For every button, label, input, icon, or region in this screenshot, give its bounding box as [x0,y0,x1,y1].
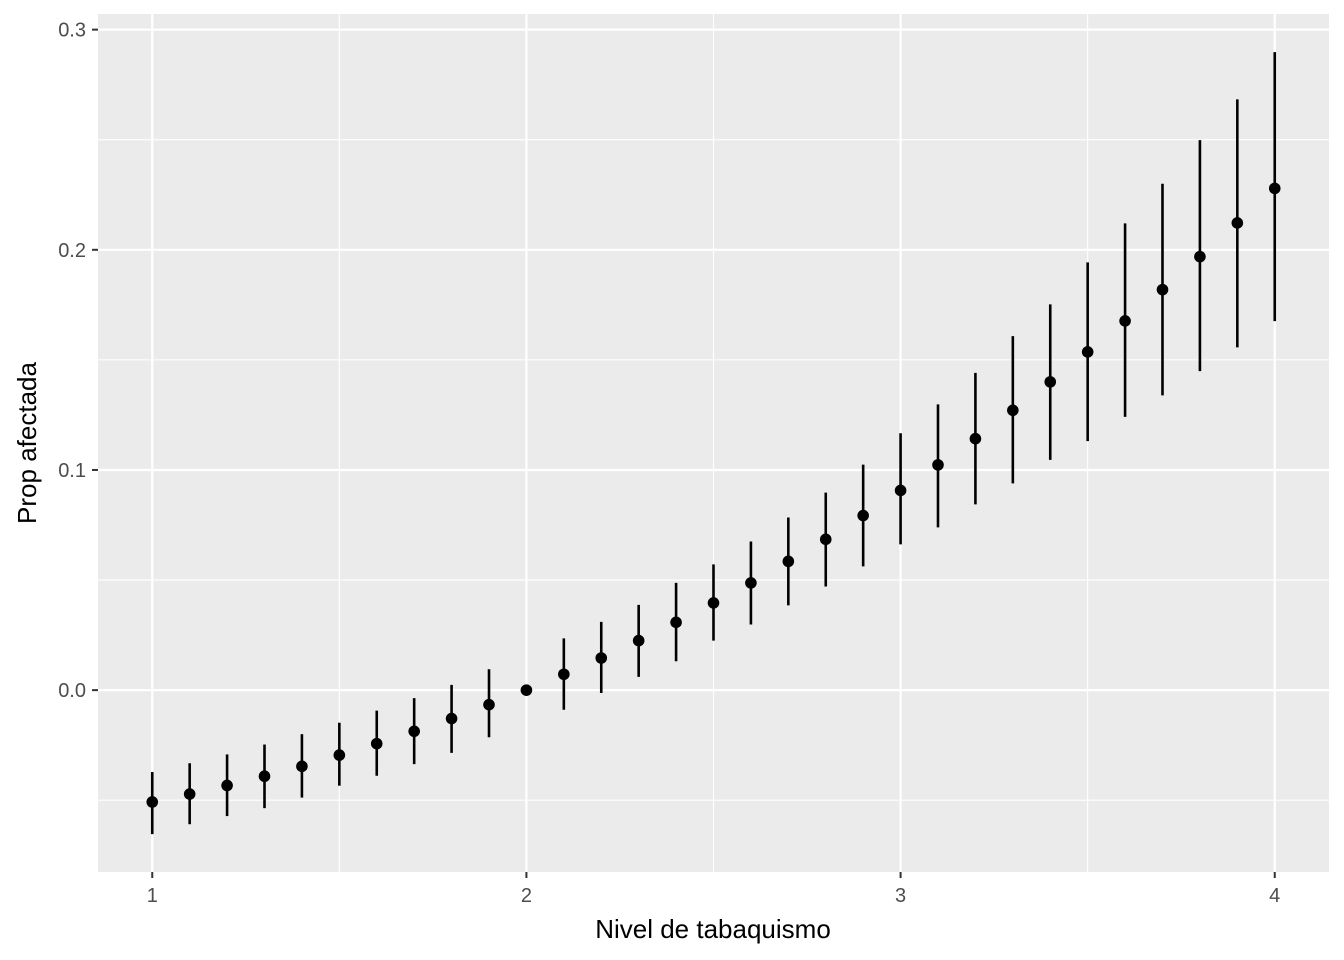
x-tick-label: 1 [147,885,158,907]
data-point [1007,404,1019,417]
x-tick-label: 2 [521,885,532,907]
data-point [520,684,533,696]
y-tick-label: 0.3 [58,20,86,42]
x-tick-label: 3 [895,885,906,907]
data-point [632,634,645,647]
data-point [1044,376,1057,388]
axes: 1 2 3 4 0.0 0.1 0.2 0.3 [58,20,1280,907]
data-point [1268,182,1281,195]
x-axis-title: Nivel de tabaquismo [595,914,831,944]
data-point [782,555,795,568]
data-marks [146,52,1281,835]
data-point [183,788,196,800]
data-point [408,725,420,738]
x-tick-label: 4 [1269,885,1280,907]
y-tick-label: 0.0 [58,680,86,702]
data-point [932,459,944,471]
data-point [969,432,982,445]
y-tick-label: 0.1 [58,460,86,482]
data-point [595,652,608,664]
data-point [894,484,907,497]
data-point [857,509,869,522]
data-point [1231,217,1244,229]
data-point [370,737,383,750]
data-point [296,760,308,773]
data-point [1119,315,1131,327]
data-point [707,597,720,609]
data-point [258,770,271,783]
y-tick-label: 0.2 [58,240,86,262]
data-point [670,616,682,629]
data-point [558,668,570,681]
data-point [1081,346,1094,358]
data-point [445,712,458,725]
data-point [221,779,233,792]
data-point [1194,250,1206,263]
data-point [1156,283,1169,296]
data-point [745,577,757,589]
data-point [146,796,159,808]
data-point [333,749,346,761]
data-point [819,533,832,546]
data-point [483,698,495,711]
y-axis-title: Prop afectada [12,362,42,524]
